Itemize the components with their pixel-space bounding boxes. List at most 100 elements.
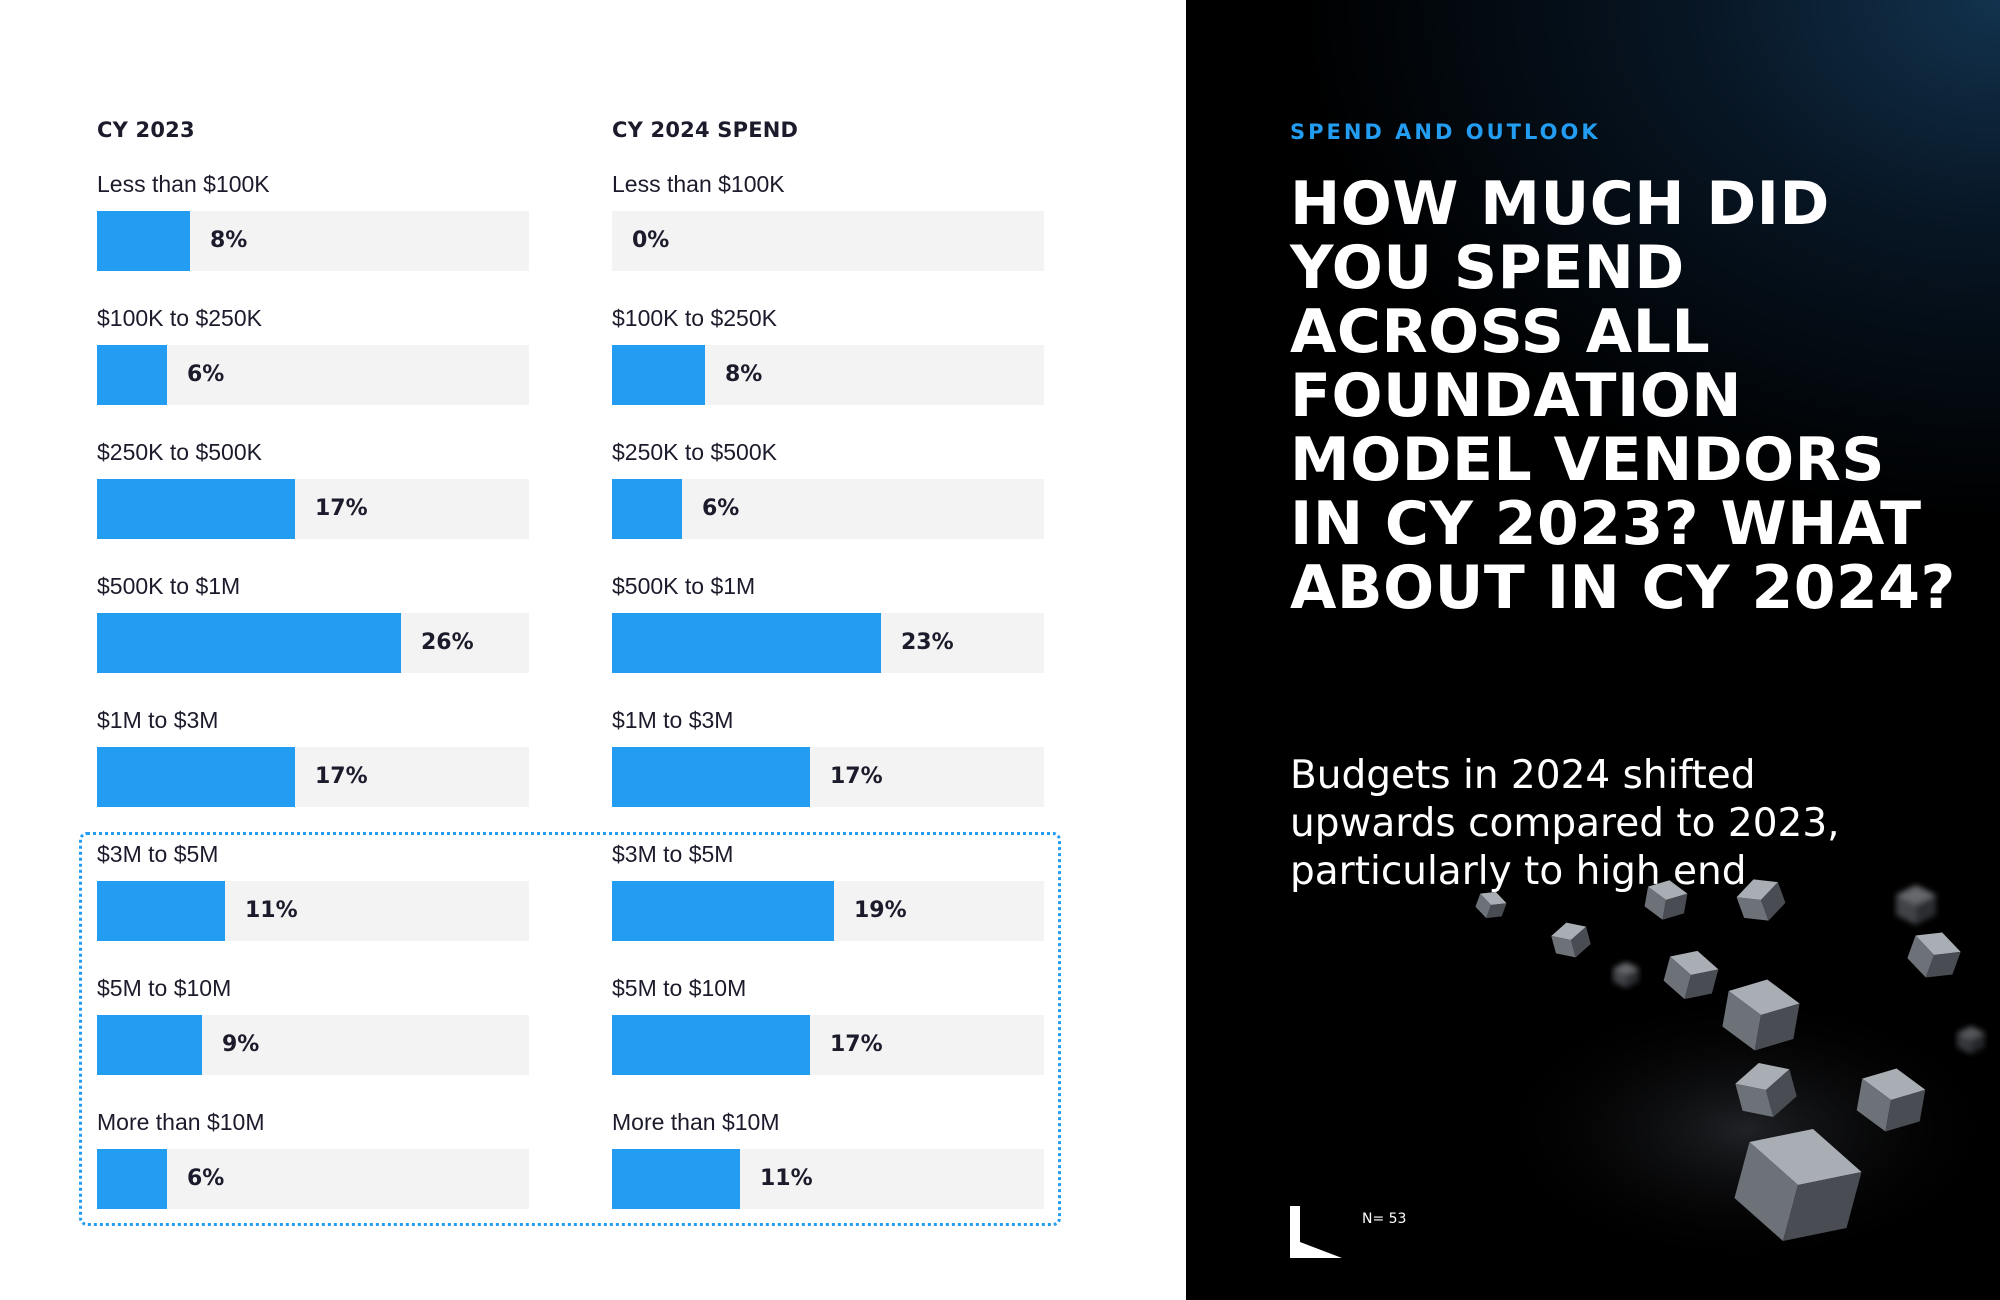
cube-icon [1734,1128,1862,1242]
data-label: 9% [222,1032,260,1057]
category-label: $5M to $10M [612,975,747,1001]
bar [97,1015,202,1075]
bar [612,613,881,673]
bar-group: $250K to $500K 6% [612,439,1044,569]
category-label: $1M to $3M [612,707,734,733]
bar-track: 26% [97,613,529,673]
bar [97,881,225,941]
category-label: $250K to $500K [612,439,777,465]
cube-icon [1856,1068,1926,1132]
category-label: $100K to $250K [97,305,262,331]
data-label: 6% [702,496,740,521]
bar [612,747,810,807]
bar-track: 17% [97,747,529,807]
data-label: 8% [725,362,763,387]
chart-title: CY 2023 [97,118,195,142]
bar-group: $100K to $250K 6% [97,305,529,435]
bar [97,747,295,807]
category-label: $500K to $1M [612,573,756,599]
bar-group: $100K to $250K 8% [612,305,1044,435]
bar-track: 11% [97,881,529,941]
highlight-box [79,832,1061,1226]
bar-track: 6% [612,479,1044,539]
category-label: $3M to $5M [612,841,734,867]
bar [612,345,705,405]
bar-group: $1M to $3M 17% [97,707,529,837]
data-label: 11% [760,1166,813,1191]
cube-icon [1896,885,1936,925]
bar-track: 11% [612,1149,1044,1209]
cube-icon [1613,962,1639,988]
bar-track: 19% [612,881,1044,941]
bar-group: $500K to $1M 26% [97,573,529,703]
category-label: More than $10M [97,1109,265,1135]
cube-icon [1551,922,1591,958]
bar-track: 6% [97,1149,529,1209]
data-label: 11% [245,898,298,923]
cube-icon [1644,880,1688,920]
bar-track: 6% [97,345,529,405]
bar-track: 17% [97,479,529,539]
bar [97,345,167,405]
bar [612,881,834,941]
category-label: Less than $100K [97,171,270,197]
bar-group: $3M to $5M 11% [97,841,529,971]
category-label: $250K to $500K [97,439,262,465]
bar-group: More than $10M 11% [612,1109,1044,1239]
bar-group: $5M to $10M 9% [97,975,529,1105]
category-label: $100K to $250K [612,305,777,331]
bar-group: Less than $100K 0% [612,171,1044,301]
category-label: Less than $100K [612,171,785,197]
data-label: 19% [854,898,907,923]
data-label: 0% [632,228,670,253]
data-label: 17% [315,496,368,521]
bar-group: More than $10M 6% [97,1109,529,1239]
cube-icon [1736,879,1786,921]
data-label: 6% [187,1166,225,1191]
section-label: SPEND AND OUTLOOK [1290,120,1601,144]
sample-size-footnote: N= 53 [1362,1211,1407,1227]
bar-track: 23% [612,613,1044,673]
cube-icon [1957,1026,1985,1054]
bar-group: $3M to $5M 19% [612,841,1044,971]
subhead: Budgets in 2024 shifted upwards compared… [1290,753,1840,894]
bar-group: Less than $100K 8% [97,171,529,301]
bar [97,211,190,271]
bar-track: 9% [97,1015,529,1075]
info-panel: SPEND AND OUTLOOK HOW MUCH DID YOU SPEND… [1186,0,2000,1300]
category-label: $1M to $3M [97,707,219,733]
category-label: $500K to $1M [97,573,241,599]
cubes-decoration [1475,879,2000,1270]
bar [612,479,682,539]
category-label: $5M to $10M [97,975,232,1001]
headline: HOW MUCH DID YOU SPEND ACROSS ALL FOUNDA… [1290,169,1956,623]
bar-track: 0% [612,211,1044,271]
bar-group: $250K to $500K 17% [97,439,529,569]
bar-track: 17% [612,747,1044,807]
chart-area: CY 2023 Less than $100K 8% $100K to $250K 6… [79,118,1061,1239]
bar-track: 8% [612,345,1044,405]
cube-icon [1663,950,1719,1000]
data-label: 8% [210,228,248,253]
data-label: 17% [830,764,883,789]
bar [97,613,401,673]
bar-group: $500K to $1M 23% [612,573,1044,703]
data-label: 23% [901,630,954,655]
bar [612,1149,740,1209]
bar [97,1149,167,1209]
chart-title: CY 2024 SPEND [612,118,799,142]
data-label: 26% [421,630,474,655]
bar-track: 17% [612,1015,1044,1075]
data-label: 17% [830,1032,883,1057]
data-label: 17% [315,764,368,789]
cube-icon [1475,891,1507,919]
cube-icon [1722,979,1800,1051]
cube-icon [1735,1062,1797,1118]
cube-icon [1907,932,1961,978]
category-label: $3M to $5M [97,841,219,867]
l-shape-logo-icon [1290,1206,1342,1258]
bar-group: $1M to $3M 17% [612,707,1044,837]
category-label: More than $10M [612,1109,780,1135]
bar-track: 8% [97,211,529,271]
bar-group: $5M to $10M 17% [612,975,1044,1105]
